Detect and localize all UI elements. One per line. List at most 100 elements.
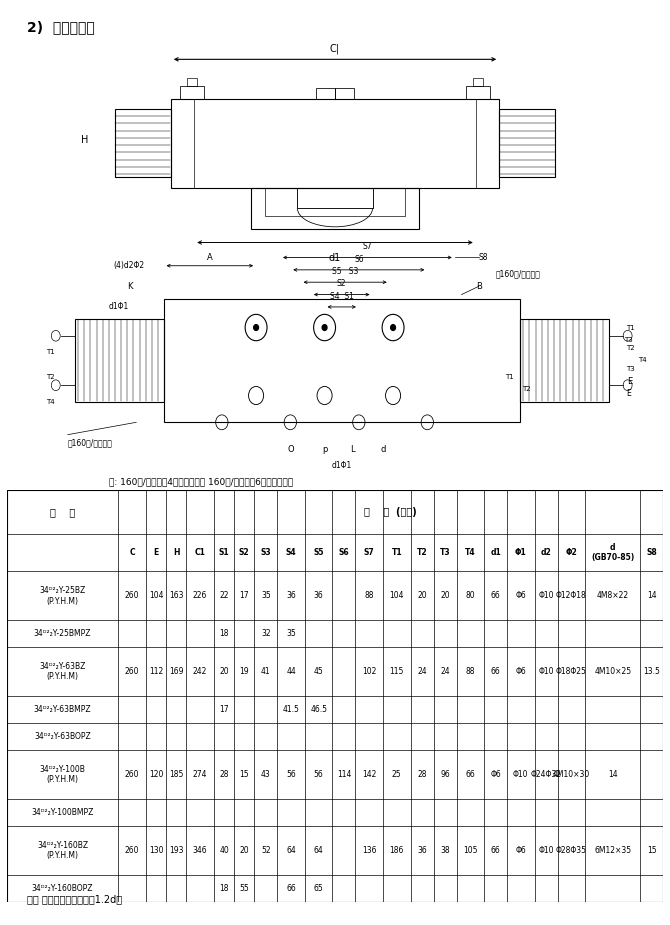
Text: Φ2: Φ2	[565, 548, 578, 557]
Text: B: B	[476, 282, 482, 290]
Text: 14: 14	[608, 771, 618, 779]
Text: 20: 20	[219, 667, 229, 676]
Text: 115: 115	[389, 667, 404, 676]
Text: 226: 226	[193, 591, 207, 600]
Bar	[115, 109, 171, 177]
Text: 注： 安装螺钉伸出长度约1.2d。: 注： 安装螺钉伸出长度约1.2d。	[27, 894, 122, 905]
Text: Φ28Φ35: Φ28Φ35	[556, 846, 587, 855]
Text: 186: 186	[389, 846, 404, 855]
Text: d1Φ1: d1Φ1	[332, 461, 352, 470]
Text: 19: 19	[239, 667, 249, 676]
Text: Φ10: Φ10	[539, 667, 554, 676]
Text: Φ6: Φ6	[515, 846, 526, 855]
Text: 66: 66	[466, 771, 475, 779]
Text: E: E	[153, 548, 159, 557]
Text: T2: T2	[417, 548, 427, 557]
Text: H: H	[81, 135, 88, 145]
Text: 32: 32	[261, 629, 271, 638]
Text: 34ᴰ²₂Y-160BOPZ: 34ᴰ²₂Y-160BOPZ	[31, 883, 93, 893]
Text: S4  S1: S4 S1	[330, 291, 354, 301]
Text: 260: 260	[125, 771, 139, 779]
Text: 34ᴰ²₂Y-160BZ
(P.Y.H.M): 34ᴰ²₂Y-160BZ (P.Y.H.M)	[37, 841, 88, 860]
Text: 仅160升/分有此孔: 仅160升/分有此孔	[68, 438, 113, 448]
Text: 型    号: 型 号	[50, 507, 75, 517]
Text: 13.5: 13.5	[643, 667, 660, 676]
Text: 15: 15	[647, 846, 657, 855]
Text: d1: d1	[490, 548, 501, 557]
Text: S1: S1	[218, 548, 229, 557]
Text: 260: 260	[125, 846, 139, 855]
Text: (4)d2Φ2: (4)d2Φ2	[114, 261, 145, 270]
Text: 22: 22	[219, 591, 228, 600]
Text: Φ12Φ18: Φ12Φ18	[556, 591, 587, 600]
Text: 17: 17	[219, 705, 229, 714]
Text: T1: T1	[626, 325, 634, 330]
Bar	[180, 85, 204, 99]
Text: 46.5: 46.5	[310, 705, 327, 714]
Text: Φ10: Φ10	[539, 591, 554, 600]
Text: C|: C|	[330, 43, 340, 54]
Text: 52: 52	[261, 846, 271, 855]
Text: 185: 185	[169, 771, 184, 779]
Circle shape	[254, 325, 259, 330]
Text: 55: 55	[239, 883, 249, 893]
Text: S2: S2	[239, 548, 249, 557]
Text: T3: T3	[624, 337, 632, 343]
Text: 34ᴰ²₂Y-100BMPZ: 34ᴰ²₂Y-100BMPZ	[31, 808, 94, 817]
Bar	[74, 319, 163, 401]
Text: d: d	[380, 445, 385, 453]
Text: S2: S2	[337, 279, 346, 289]
Text: 18: 18	[219, 883, 228, 893]
Text: 66: 66	[490, 591, 500, 600]
Text: d1: d1	[329, 253, 341, 263]
Text: d
(GB70-85): d (GB70-85)	[591, 543, 634, 562]
Text: 88: 88	[364, 591, 374, 600]
Text: 34ᴰ²₂Y-63BZ
(P.Y.H.M): 34ᴰ²₂Y-63BZ (P.Y.H.M)	[40, 662, 86, 682]
Text: T1: T1	[46, 350, 55, 355]
Text: 34ᴰ²₂Y-63BOPZ: 34ᴰ²₂Y-63BOPZ	[34, 733, 91, 741]
Text: 112: 112	[149, 667, 163, 676]
Bar	[520, 319, 609, 401]
Text: 14: 14	[647, 591, 657, 600]
Text: T4: T4	[465, 548, 476, 557]
Text: 102: 102	[362, 667, 377, 676]
Text: 64: 64	[314, 846, 324, 855]
Text: K: K	[127, 282, 132, 290]
Text: T4: T4	[638, 357, 647, 364]
Text: 64: 64	[286, 846, 296, 855]
Text: 260: 260	[125, 591, 139, 600]
Text: 163: 163	[169, 591, 184, 600]
Text: Φ6: Φ6	[515, 591, 526, 600]
Text: 104: 104	[389, 591, 404, 600]
Text: 130: 130	[149, 846, 163, 855]
Bar	[251, 188, 419, 229]
Text: 6M12×35: 6M12×35	[594, 846, 631, 855]
Text: 24: 24	[417, 667, 427, 676]
Text: Φ6: Φ6	[490, 771, 501, 779]
Bar	[499, 109, 555, 177]
Text: 15: 15	[239, 771, 249, 779]
Text: H: H	[173, 548, 180, 557]
Circle shape	[391, 325, 395, 330]
Text: 346: 346	[193, 846, 208, 855]
Text: 41.5: 41.5	[283, 705, 299, 714]
Text: 36: 36	[314, 591, 324, 600]
Text: S4: S4	[286, 548, 296, 557]
Text: 仅160升/分有此孔: 仅160升/分有此孔	[496, 269, 541, 278]
Text: p: p	[322, 445, 327, 453]
Text: 80: 80	[466, 591, 475, 600]
Text: 242: 242	[193, 667, 207, 676]
Text: 96: 96	[440, 771, 450, 779]
Text: T1: T1	[391, 548, 402, 557]
Text: S7: S7	[364, 548, 375, 557]
Text: E: E	[628, 376, 632, 386]
Text: Φ6: Φ6	[515, 667, 526, 676]
Text: 尺    寸  (毫米): 尺 寸 (毫米)	[364, 507, 417, 517]
Text: S8: S8	[647, 548, 657, 557]
Text: 40: 40	[219, 846, 229, 855]
Bar	[316, 88, 335, 99]
Text: 66: 66	[286, 883, 296, 893]
Text: T2: T2	[46, 374, 55, 380]
Text: T3: T3	[440, 548, 450, 557]
Text: d2: d2	[541, 548, 551, 557]
